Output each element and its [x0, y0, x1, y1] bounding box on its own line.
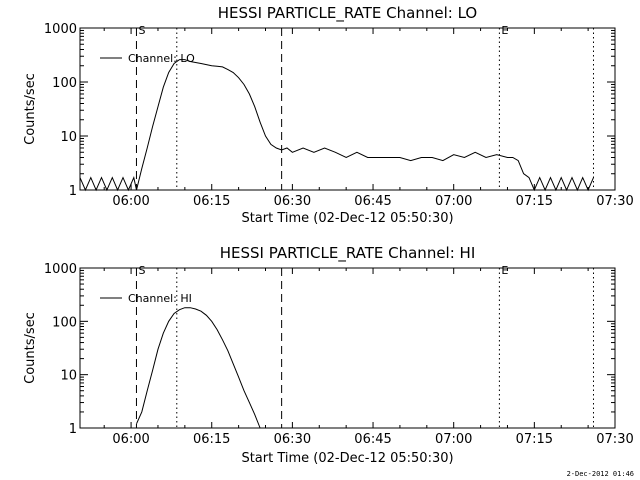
- event-marker-label-1-0: S: [138, 264, 145, 277]
- chart-title-1: HESSI PARTICLE_RATE Channel: HI: [220, 244, 476, 263]
- x-tick-label-1-6: 07:30: [596, 432, 633, 447]
- x-tick-label-1-2: 06:30: [274, 432, 311, 447]
- y-tick-label-0-1: 10: [60, 130, 77, 145]
- series-line-1-0: [136, 307, 261, 429]
- plot-frame-1: [79, 267, 616, 429]
- x-tick-label-0-1: 06:15: [193, 194, 230, 209]
- event-marker-label-0-3: E: [501, 24, 508, 37]
- x-tick-label-1-5: 07:15: [516, 432, 553, 447]
- legend-entry-1-0: Channel: HI: [128, 292, 192, 305]
- x-axis-label-1: Start Time (02-Dec-12 05:50:30): [241, 451, 453, 466]
- footer-timestamp: 2-Dec-2012 01:46: [566, 470, 634, 478]
- x-tick-label-1-3: 06:45: [354, 432, 391, 447]
- y-tick-label-1-3: 1000: [44, 262, 77, 277]
- y-tick-label-1-2: 100: [52, 315, 77, 330]
- y-tick-label-1-0: 1: [69, 422, 77, 437]
- chart-title-0: HESSI PARTICLE_RATE Channel: LO: [218, 4, 477, 23]
- x-tick-label-0-6: 07:30: [596, 194, 633, 209]
- event-marker-label-1-3: E: [501, 264, 508, 277]
- x-tick-label-1-4: 07:00: [435, 432, 472, 447]
- x-axis-label-0: Start Time (02-Dec-12 05:50:30): [241, 211, 453, 226]
- legend-entry-0-0: Channel: LO: [128, 52, 195, 65]
- y-tick-label-1-1: 10: [60, 369, 77, 384]
- y-tick-label-0-0: 1: [69, 184, 77, 199]
- x-tick-label-0-4: 07:00: [435, 194, 472, 209]
- x-tick-label-1-0: 06:00: [112, 432, 149, 447]
- x-tick-label-0-3: 06:45: [354, 194, 391, 209]
- x-tick-label-1-1: 06:15: [193, 432, 230, 447]
- y-tick-label-0-3: 1000: [44, 22, 77, 37]
- y-tick-label-0-2: 100: [52, 76, 77, 91]
- y-axis-label-1: Counts/sec: [23, 312, 38, 384]
- x-tick-label-0-5: 07:15: [516, 194, 553, 209]
- x-tick-label-0-0: 06:00: [112, 194, 149, 209]
- plot-frame-0: [79, 27, 616, 191]
- x-tick-label-0-2: 06:30: [274, 194, 311, 209]
- y-axis-label-0: Counts/sec: [23, 73, 38, 145]
- series-line-0-0: [79, 59, 594, 192]
- event-marker-label-0-0: S: [138, 24, 145, 37]
